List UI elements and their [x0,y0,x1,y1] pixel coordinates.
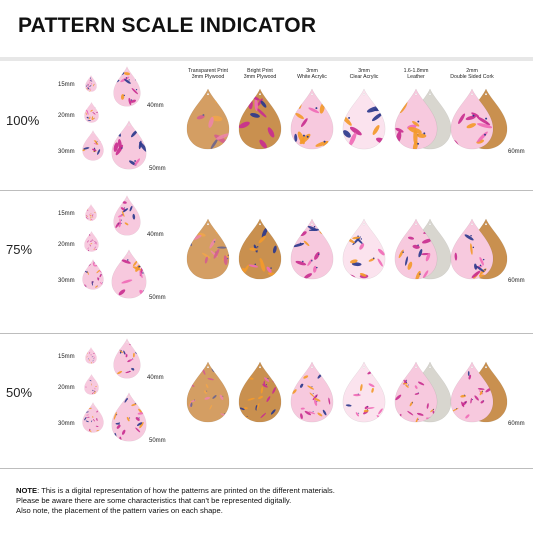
material-drop-transparent-plywood [186,361,230,423]
material-label: Bright Print 3mm Plywood [224,68,296,80]
note-line-3: Also note, the placement of the pattern … [16,506,223,515]
material-line-1: 2mm [466,68,478,74]
material-line-1: 3mm [306,68,318,74]
scale-label: 50% [6,385,33,400]
material-drop-leather [394,88,438,150]
material-drop-clear-acrylic [342,218,386,280]
material-line-1: 3mm [358,68,370,74]
sample-drop-40mm [113,338,141,379]
row-divider [0,468,533,469]
page-title: PATTERN SCALE INDICATOR [18,14,317,37]
size-label-30mm: 30mm [58,421,75,427]
material-label: 1.6-1.8mm Leather [380,68,452,80]
size-label-20mm: 20mm [58,385,75,391]
sample-drop-40mm [113,66,141,107]
material-drop-clear-acrylic [342,88,386,150]
sample-drop-15mm [85,204,97,221]
size-label-15mm: 15mm [58,211,75,217]
sample-drop-20mm [84,102,99,123]
material-line-2: Double Sided Cork [450,74,494,80]
size-label-50mm: 50mm [149,295,166,301]
scale-label: 75% [6,242,33,257]
material-drop-white-acrylic [290,218,334,280]
material-line-1: 1.6-1.8mm [403,68,429,74]
size-label-50mm: 50mm [149,166,166,172]
material-line-2: 3mm Plywood [243,74,277,80]
material-label: 3mm Clear Acrylic [328,68,400,80]
material-drop-bright-plywood [238,218,282,280]
material-label: 3mm White Acrylic [276,68,348,80]
material-drop-cork [450,218,494,280]
size-label-60mm: 60mm [508,278,525,284]
note-line-2: Please be aware there are some character… [16,496,292,505]
material-drop-cork [450,88,494,150]
size-label-60mm: 60mm [508,421,525,427]
material-drop-clear-acrylic [342,361,386,423]
row-divider [0,190,533,191]
size-label-40mm: 40mm [147,103,164,109]
material-drop-white-acrylic [290,88,334,150]
material-line-2: Leather [407,74,425,80]
size-label-40mm: 40mm [147,232,164,238]
size-label-60mm: 60mm [508,149,525,155]
sample-drop-15mm [85,347,97,364]
size-label-15mm: 15mm [58,82,75,88]
material-label: 2mm Double Sided Cork [436,68,508,80]
material-line-2: 3mm Plywood [191,74,225,80]
material-line-2: Clear Acrylic [349,74,379,80]
note: NOTE: This is a digital representation o… [16,486,335,516]
sample-drop-50mm [111,120,147,170]
sample-drop-20mm [84,374,99,395]
sample-drop-30mm [82,402,104,433]
size-label-30mm: 30mm [58,278,75,284]
sample-drop-15mm [85,75,97,92]
material-label: Transparent Print 3mm Plywood [172,68,244,80]
material-drop-bright-plywood [238,88,282,150]
sample-drop-50mm [111,249,147,299]
size-label-20mm: 20mm [58,242,75,248]
note-line-1-text: : This is a digital representation of ho… [37,486,335,495]
material-drop-cork [450,361,494,423]
size-label-50mm: 50mm [149,438,166,444]
note-line-1: NOTE: This is a digital representation o… [16,486,335,496]
material-line-1: Bright Print [247,68,273,74]
row-divider [0,333,533,334]
sample-drop-40mm [113,195,141,236]
sample-drop-50mm [111,392,147,442]
material-drop-transparent-plywood [186,88,230,150]
sample-drop-30mm [82,259,104,290]
material-line-1: Transparent Print [188,68,228,74]
size-label-15mm: 15mm [58,354,75,360]
sample-drop-20mm [84,231,99,252]
material-drop-leather [394,361,438,423]
size-label-30mm: 30mm [58,149,75,155]
note-prefix: NOTE [16,486,38,495]
material-drop-leather [394,218,438,280]
size-label-40mm: 40mm [147,375,164,381]
sample-drop-30mm [82,130,104,161]
scale-label: 100% [6,113,40,128]
header-bar [0,57,533,61]
material-drop-white-acrylic [290,361,334,423]
material-drop-bright-plywood [238,361,282,423]
size-label-20mm: 20mm [58,113,75,119]
material-drop-transparent-plywood [186,218,230,280]
material-line-2: White Acrylic [297,74,327,80]
